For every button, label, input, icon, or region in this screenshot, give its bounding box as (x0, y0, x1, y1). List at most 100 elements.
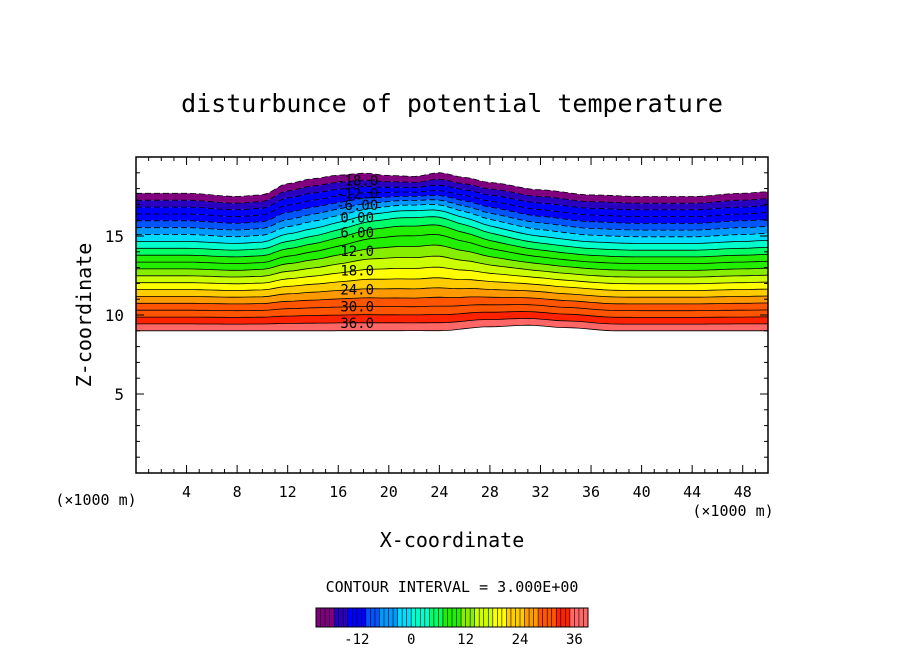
contour-band (136, 204, 768, 244)
x-tick-label: 4 (182, 483, 191, 501)
colorbar-tick-label: 12 (457, 632, 474, 648)
x-tick-labels: 4 8 12 16 20 24 28 32 36 40 44 48 (182, 483, 752, 501)
contour-label: 36.0 (340, 316, 374, 332)
colorbar-cell (397, 608, 403, 627)
contour-label: -12.0 (336, 186, 378, 202)
colorbar-cell (365, 608, 371, 627)
colorbar-cell (483, 608, 489, 627)
contour-band (136, 224, 768, 264)
colorbar-cell (524, 608, 530, 627)
contour-line (136, 172, 768, 197)
contour-line (136, 199, 768, 231)
contour-band (136, 287, 768, 304)
colorbar-cell (406, 608, 412, 627)
colorbar-cell (578, 608, 584, 627)
colorbar-cell (384, 608, 389, 627)
contour-interval-label: CONTOUR INTERVAL = 3.000E+00 (326, 578, 579, 596)
colorbar-cell (379, 608, 385, 627)
contour-line (136, 324, 768, 332)
contour-band (136, 185, 768, 217)
colorbar-cell (529, 608, 534, 627)
colorbar-cell (574, 608, 580, 627)
colorbar-cell (325, 608, 330, 627)
contour-line (136, 184, 768, 211)
colorbar-cell (474, 608, 480, 627)
contour-labels: -18.0-12.0-6.000.006.00 12.0 18.0 24.0 30.03… (336, 174, 378, 332)
colorbar-cell (388, 608, 394, 627)
contour-band (136, 318, 768, 331)
colorbar-cell (352, 608, 358, 627)
contour-line (136, 209, 768, 244)
colorbar-cell (461, 608, 466, 627)
colorbar-cell (442, 608, 448, 627)
colorbar-cell (510, 608, 516, 627)
colorbar-cell (447, 608, 453, 627)
y-tick-label: 15 (105, 227, 124, 246)
contour-label: 12.0 (340, 244, 374, 260)
x-tick-label: 20 (380, 483, 398, 501)
colorbar-cell (542, 608, 548, 627)
contour-band (136, 199, 768, 237)
contour-label: 6.00 (340, 226, 374, 242)
colorbar-cell (506, 608, 512, 627)
x-tick-label: 28 (481, 483, 499, 501)
colorbar-cell (501, 608, 507, 627)
contour-line (136, 287, 768, 298)
contour-line (136, 190, 768, 218)
x-axis-label: X-coordinate (380, 528, 525, 552)
contour-line (136, 304, 768, 312)
colorbar-cell (374, 608, 380, 627)
colorbar-cell (370, 608, 376, 627)
colorbar-cell (402, 608, 407, 627)
contour-lines (136, 172, 768, 332)
contour-label: 18.0 (340, 264, 374, 280)
contour-field (136, 172, 768, 331)
contour-band (136, 277, 768, 298)
colorbar-cell (433, 608, 439, 627)
x-tick-label: 32 (531, 483, 549, 501)
contour-line (136, 224, 768, 258)
colorbar-cell (415, 608, 421, 627)
x-tick-label: 44 (683, 483, 701, 501)
y-tick-label: 5 (114, 385, 124, 404)
colorbar-cell (565, 608, 571, 627)
chart-title: disturbunce of potential temperature (181, 89, 723, 118)
contour-line (136, 244, 768, 271)
y-unit-label: (×1000 m) (55, 491, 136, 509)
x-tick-label: 8 (233, 483, 242, 501)
colorbar-cell (560, 608, 566, 627)
colorbar-cell (465, 608, 471, 627)
contour-band (136, 234, 768, 271)
colorbar-frame (315, 607, 589, 628)
contour-label: -18.0 (336, 174, 378, 190)
contour-label: 24.0 (340, 282, 374, 298)
contour-band (136, 216, 768, 257)
colorbar-cell (470, 608, 475, 627)
x-tick-label: 40 (633, 483, 651, 501)
colorbar-cell (343, 608, 349, 627)
contour-line (136, 317, 768, 325)
y-tick-labels: 5 10 15 (105, 227, 124, 404)
colorbar-cell (492, 608, 498, 627)
colorbar-cell (361, 608, 367, 627)
colorbar-cell (551, 608, 557, 627)
colorbar-cell (515, 608, 521, 627)
colorbar-cell (497, 608, 503, 627)
colorbar-cell (583, 608, 589, 627)
contour-line (136, 203, 768, 238)
colorbar-cell (334, 608, 339, 627)
colorbar-cell (356, 608, 362, 627)
colorbar-cell (520, 608, 525, 627)
axis-ticks (136, 157, 768, 473)
x-tick-label: 48 (734, 483, 752, 501)
colorbar-cell (424, 608, 430, 627)
colorbar-cell (456, 608, 462, 627)
colorbar-cell (429, 608, 435, 627)
colorbar (315, 607, 589, 628)
colorbar-cell (488, 608, 494, 627)
colorbar-cell (411, 608, 417, 627)
colorbar-cell (438, 608, 444, 627)
colorbar-cell (316, 608, 321, 627)
y-axis-label: Z-coordinate (72, 243, 96, 388)
